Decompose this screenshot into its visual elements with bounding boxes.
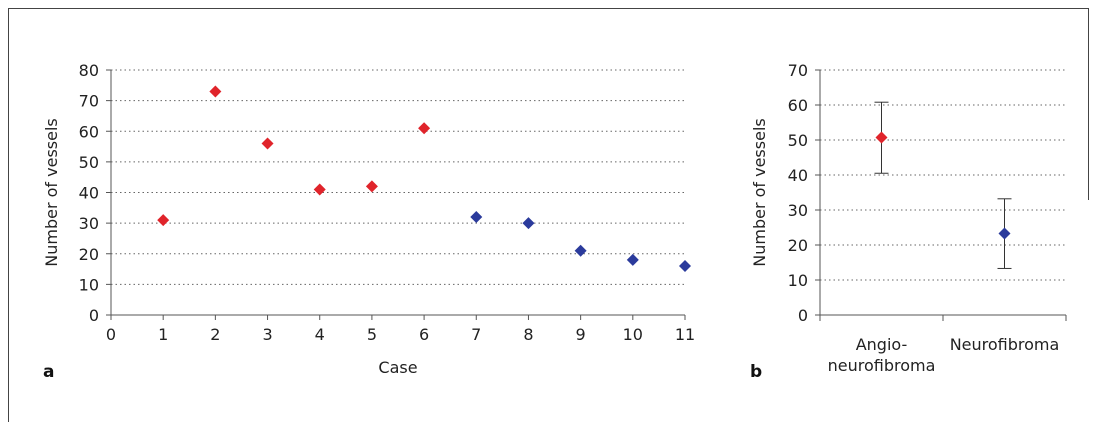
y-tick-label: 40	[788, 166, 808, 185]
x-category-label: neurofibroma	[828, 356, 936, 375]
x-category-label: Neurofibroma	[950, 335, 1060, 354]
panel-a-chart: 0 10 20 30 40 50 60 70 80 0 1 2 3 4 5 6 7 8 9 10 11 Case Numbe…	[42, 61, 695, 382]
y-tick-label: 80	[79, 61, 99, 80]
panel-label-a: a	[43, 362, 54, 382]
x-tick-label: 6	[419, 325, 429, 344]
y-tick-label: 70	[788, 61, 808, 80]
panel-b-chart: 0 10 20 30 40 50 60 70 Angio-neurofibroma Neurofi…	[750, 61, 1067, 382]
x-category-label: Angio-	[856, 335, 908, 354]
mean-marker	[998, 227, 1011, 240]
x-tick-label: 0	[106, 325, 116, 344]
y-tick-label: 0	[798, 306, 808, 325]
data-point-marker	[365, 180, 378, 193]
y-tick-label: 30	[79, 214, 99, 233]
x-tick-label: 8	[523, 325, 533, 344]
y-tick-label: 30	[788, 201, 808, 220]
y-axis-title: Number of vessels	[750, 118, 769, 266]
y-tick-label: 20	[788, 236, 808, 255]
panel-label-b: b	[750, 362, 762, 382]
data-point-marker	[574, 244, 587, 257]
x-tick-label: 5	[367, 325, 377, 344]
y-tick-label: 50	[788, 131, 808, 150]
data-point-marker	[626, 253, 639, 266]
y-tick-label: 70	[79, 92, 99, 111]
data-point-marker	[313, 183, 326, 196]
data-point-marker	[418, 122, 431, 135]
data-point-marker	[157, 214, 170, 227]
data-point-marker	[209, 85, 222, 98]
x-tick-label: 11	[675, 325, 695, 344]
x-tick-label: 4	[315, 325, 325, 344]
y-axis-title: Number of vessels	[42, 118, 61, 266]
x-axis-title: Case	[378, 358, 417, 377]
y-tick-label: 60	[79, 122, 99, 141]
x-tick-label: 3	[262, 325, 272, 344]
x-tick-label: 2	[210, 325, 220, 344]
mean-marker	[875, 131, 888, 144]
data-point-marker	[470, 211, 483, 223]
x-tick-label: 1	[158, 325, 168, 344]
y-tick-label: 40	[79, 184, 99, 203]
y-tick-label: 10	[788, 271, 808, 290]
data-point-marker	[522, 217, 535, 230]
x-tick-label: 9	[576, 325, 586, 344]
y-tick-label: 60	[788, 96, 808, 115]
x-tick-label: 10	[623, 325, 643, 344]
y-tick-label: 0	[89, 306, 99, 325]
data-point-marker	[261, 137, 274, 150]
y-tick-label: 10	[79, 275, 99, 294]
x-tick-label: 7	[471, 325, 481, 344]
y-tick-label: 50	[79, 153, 99, 172]
data-point-marker	[679, 260, 691, 272]
y-tick-label: 20	[79, 245, 99, 264]
